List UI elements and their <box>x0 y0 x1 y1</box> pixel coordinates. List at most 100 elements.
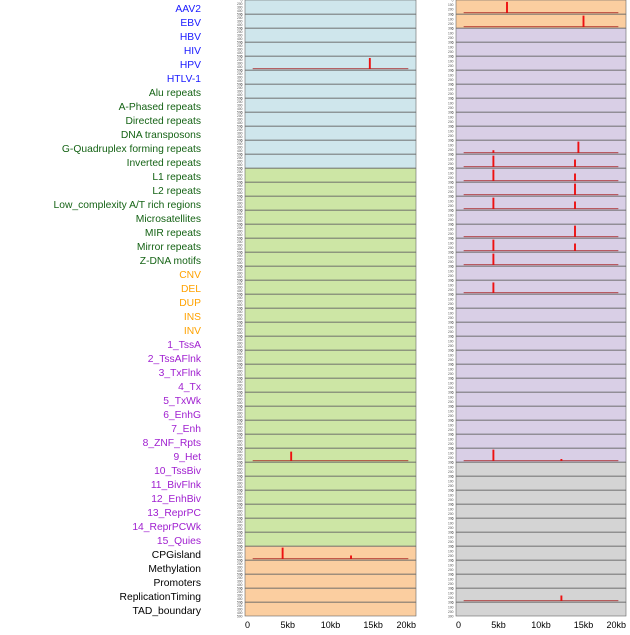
svg-text:200: 200 <box>448 302 454 306</box>
svg-text:0: 0 <box>241 405 243 409</box>
svg-text:200: 200 <box>237 562 243 566</box>
svg-text:200: 200 <box>237 464 243 468</box>
svg-text:100: 100 <box>448 59 454 63</box>
svg-text:200: 200 <box>237 310 243 314</box>
svg-text:Promoters: Promoters <box>154 578 202 589</box>
svg-text:0: 0 <box>452 279 454 283</box>
svg-text:20kb: 20kb <box>396 620 416 630</box>
svg-text:200: 200 <box>237 2 243 6</box>
svg-text:200: 200 <box>448 344 454 348</box>
svg-text:100: 100 <box>448 521 454 525</box>
svg-text:200: 200 <box>237 58 243 62</box>
svg-text:200: 200 <box>237 156 243 160</box>
svg-text:0: 0 <box>452 475 454 479</box>
svg-text:200: 200 <box>448 582 454 586</box>
svg-text:200: 200 <box>237 198 243 202</box>
svg-text:200: 200 <box>237 604 243 608</box>
svg-text:EBV: EBV <box>180 18 201 29</box>
svg-text:9_Het: 9_Het <box>174 452 202 463</box>
svg-text:L1 repeats: L1 repeats <box>152 172 201 183</box>
svg-text:0: 0 <box>452 587 454 591</box>
svg-text:200: 200 <box>448 512 454 516</box>
svg-text:10_TssBiv: 10_TssBiv <box>154 466 202 477</box>
svg-text:200: 200 <box>448 330 454 334</box>
svg-text:100: 100 <box>448 507 454 511</box>
svg-text:0: 0 <box>241 349 243 353</box>
svg-text:200: 200 <box>448 274 454 278</box>
svg-text:0: 0 <box>452 209 454 213</box>
svg-text:200: 200 <box>237 86 243 90</box>
svg-text:200: 200 <box>448 288 454 292</box>
svg-text:200: 200 <box>448 120 454 124</box>
svg-text:200: 200 <box>448 414 454 418</box>
svg-text:0: 0 <box>241 587 243 591</box>
svg-text:200: 200 <box>237 590 243 594</box>
svg-text:0: 0 <box>452 363 454 367</box>
svg-text:200: 200 <box>237 408 243 412</box>
svg-text:0: 0 <box>456 620 461 630</box>
svg-text:0: 0 <box>452 139 454 143</box>
svg-text:200: 200 <box>237 520 243 524</box>
svg-text:0: 0 <box>452 265 454 269</box>
svg-text:0: 0 <box>452 349 454 353</box>
svg-text:0: 0 <box>452 153 454 157</box>
svg-text:200: 200 <box>448 92 454 96</box>
svg-text:5kb: 5kb <box>491 620 506 630</box>
svg-text:200: 200 <box>448 386 454 390</box>
svg-text:0: 0 <box>452 167 454 171</box>
svg-text:0: 0 <box>241 391 243 395</box>
svg-text:Mirror repeats: Mirror repeats <box>137 242 201 253</box>
svg-text:200: 200 <box>448 428 454 432</box>
svg-text:Alu repeats: Alu repeats <box>149 88 201 99</box>
svg-text:Inverted repeats: Inverted repeats <box>127 158 201 169</box>
svg-text:100: 100 <box>448 423 454 427</box>
svg-text:100: 100 <box>448 311 454 315</box>
svg-text:0: 0 <box>241 83 243 87</box>
svg-text:AAV2: AAV2 <box>175 4 201 15</box>
svg-text:200: 200 <box>448 442 454 446</box>
svg-text:ReplicationTiming: ReplicationTiming <box>120 592 202 603</box>
svg-text:200: 200 <box>448 148 454 152</box>
svg-text:0: 0 <box>241 461 243 465</box>
svg-text:100: 100 <box>448 409 454 413</box>
svg-text:DUP: DUP <box>179 298 201 309</box>
svg-text:TAD_boundary: TAD_boundary <box>133 606 202 617</box>
svg-text:200: 200 <box>237 366 243 370</box>
svg-text:0: 0 <box>241 41 243 45</box>
svg-text:100: 100 <box>448 451 454 455</box>
svg-text:100: 100 <box>448 339 454 343</box>
svg-text:15kb: 15kb <box>574 620 594 630</box>
svg-text:100: 100 <box>448 353 454 357</box>
svg-text:100: 100 <box>448 17 454 21</box>
svg-text:200: 200 <box>237 128 243 132</box>
svg-text:0: 0 <box>241 307 243 311</box>
svg-text:200: 200 <box>237 450 243 454</box>
svg-text:0: 0 <box>245 620 250 630</box>
svg-text:0: 0 <box>452 195 454 199</box>
svg-text:100: 100 <box>448 577 454 581</box>
svg-text:Low_complexity A/T rich region: Low_complexity A/T rich regions <box>54 200 201 211</box>
svg-text:CPGisland: CPGisland <box>152 550 201 561</box>
svg-text:200: 200 <box>237 44 243 48</box>
svg-text:200: 200 <box>237 282 243 286</box>
svg-text:Methylation: Methylation <box>148 564 201 575</box>
svg-text:0: 0 <box>452 69 454 73</box>
svg-text:200: 200 <box>448 176 454 180</box>
svg-text:0: 0 <box>452 13 454 17</box>
svg-text:300: 300 <box>237 244 243 248</box>
svg-text:0: 0 <box>241 181 243 185</box>
svg-text:3_TxFlnk: 3_TxFlnk <box>159 368 202 379</box>
svg-text:100: 100 <box>448 493 454 497</box>
svg-text:100: 100 <box>448 87 454 91</box>
svg-text:0: 0 <box>241 125 243 129</box>
svg-text:100: 100 <box>448 199 454 203</box>
svg-text:0: 0 <box>241 69 243 73</box>
svg-text:0: 0 <box>452 27 454 31</box>
svg-text:15kb: 15kb <box>363 620 383 630</box>
svg-text:7_Enh: 7_Enh <box>171 424 201 435</box>
svg-text:200: 200 <box>448 316 454 320</box>
svg-text:200: 200 <box>448 484 454 488</box>
svg-text:500: 500 <box>237 614 243 618</box>
svg-text:0: 0 <box>241 0 243 2</box>
svg-text:200: 200 <box>237 16 243 20</box>
